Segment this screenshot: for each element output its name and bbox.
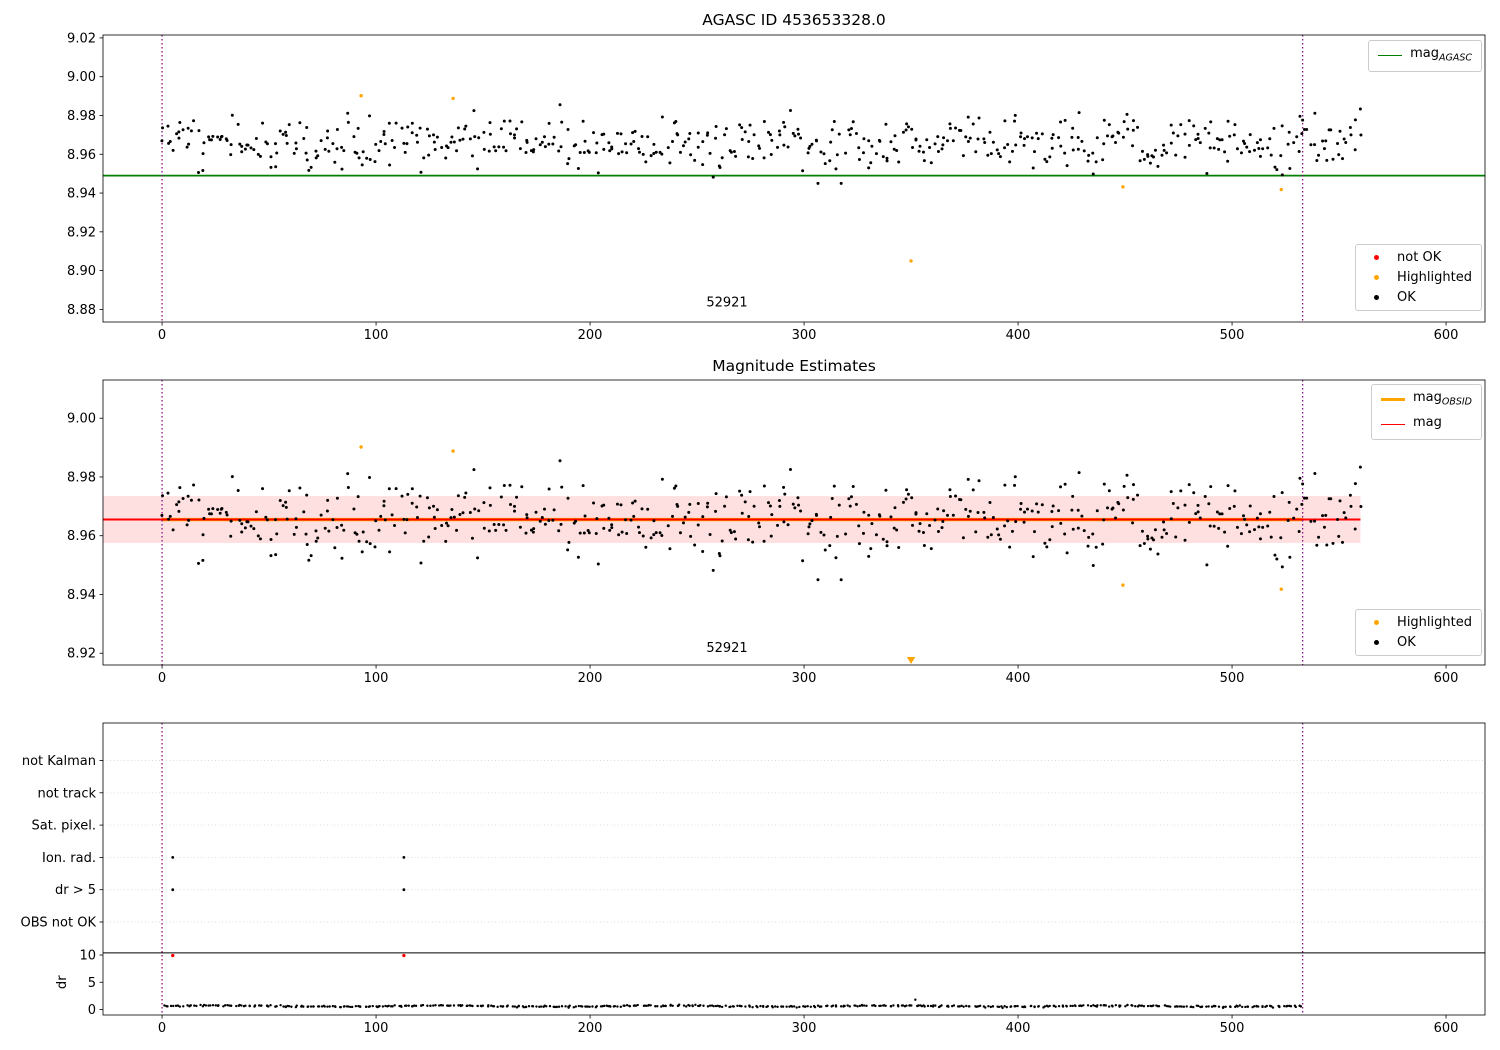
plot2-axes: 0 100 200 300 400 500 600 8.92 8.94 8.96 8.98 9.00 bbox=[67, 379, 1486, 686]
legend-row-ok-2: OK bbox=[1365, 635, 1472, 650]
legend-row-highlighted-2: Highlighted bbox=[1365, 615, 1472, 630]
legend-row-ok: OK bbox=[1365, 290, 1472, 305]
plot1-axes: 0 100 200 300 400 500 600 8.88 8.90 8.92 8.94 8.96 8… bbox=[67, 31, 1486, 343]
plot2-highlighted-points bbox=[359, 445, 1283, 591]
svg-text:500: 500 bbox=[1220, 1021, 1245, 1036]
svg-text:300: 300 bbox=[792, 671, 817, 686]
svg-text:8.98: 8.98 bbox=[67, 109, 96, 124]
legend-row-mag-agasc: magAGASC bbox=[1378, 46, 1472, 66]
svg-text:not Kalman: not Kalman bbox=[22, 754, 96, 769]
mag-line-swatch bbox=[1380, 423, 1405, 425]
svg-text:500: 500 bbox=[1220, 328, 1245, 343]
svg-text:200: 200 bbox=[578, 671, 603, 686]
svg-text:10: 10 bbox=[79, 949, 96, 964]
svg-text:Sat. pixel.: Sat. pixel. bbox=[32, 819, 96, 834]
svg-text:9.00: 9.00 bbox=[67, 412, 96, 427]
svg-text:52921: 52921 bbox=[706, 295, 747, 310]
svg-text:600: 600 bbox=[1434, 671, 1459, 686]
svg-text:9.02: 9.02 bbox=[67, 31, 96, 46]
plot3-dr-points bbox=[163, 998, 1303, 1010]
svg-text:not track: not track bbox=[37, 786, 96, 801]
svg-text:500: 500 bbox=[1220, 671, 1245, 686]
svg-text:8.94: 8.94 bbox=[67, 187, 96, 202]
svg-text:600: 600 bbox=[1434, 328, 1459, 343]
highlighted-marker-swatch-2 bbox=[1374, 620, 1380, 625]
svg-text:0: 0 bbox=[158, 671, 166, 686]
obsid-line-swatch bbox=[1380, 398, 1405, 402]
svg-text:400: 400 bbox=[1006, 1021, 1031, 1036]
plot2-marker-legend: Highlighted OK bbox=[1355, 609, 1482, 656]
legend-row-not-ok: not OK bbox=[1365, 250, 1472, 265]
ok-marker-swatch-2 bbox=[1374, 640, 1380, 645]
legend-row-mag-obsid: magOBSID bbox=[1380, 390, 1472, 410]
svg-text:8.90: 8.90 bbox=[67, 264, 96, 279]
svg-text:8.88: 8.88 bbox=[67, 303, 96, 318]
plot1-content: 52921 bbox=[103, 35, 1485, 322]
plot2-line-legend: magOBSID mag bbox=[1370, 384, 1482, 441]
legend-label-ok-2: OK bbox=[1397, 635, 1416, 650]
plot1-marker-legend: not OK Highlighted OK bbox=[1355, 244, 1482, 311]
plot3-not-ok-points bbox=[171, 953, 406, 958]
legend-row-highlighted: Highlighted bbox=[1365, 270, 1472, 285]
legend-label-not-ok: not OK bbox=[1397, 250, 1442, 265]
svg-text:8.92: 8.92 bbox=[67, 647, 96, 662]
agasc-line-swatch bbox=[1378, 55, 1403, 57]
svg-text:200: 200 bbox=[578, 328, 603, 343]
svg-text:400: 400 bbox=[1006, 328, 1031, 343]
svg-text:8.98: 8.98 bbox=[67, 470, 96, 485]
plot1-title: AGASC ID 453653328.0 bbox=[702, 11, 886, 29]
svg-text:100: 100 bbox=[364, 328, 389, 343]
svg-text:300: 300 bbox=[792, 328, 817, 343]
svg-text:8.96: 8.96 bbox=[67, 529, 96, 544]
svg-text:600: 600 bbox=[1434, 1021, 1459, 1036]
svg-text:dr: dr bbox=[55, 975, 70, 989]
svg-text:100: 100 bbox=[364, 1021, 389, 1036]
svg-text:100: 100 bbox=[364, 671, 389, 686]
svg-text:OBS not OK: OBS not OK bbox=[21, 916, 97, 931]
plot3-flag-points bbox=[171, 856, 406, 892]
legend-label-highlighted: Highlighted bbox=[1397, 270, 1472, 285]
svg-text:dr > 5: dr > 5 bbox=[55, 883, 96, 898]
svg-text:300: 300 bbox=[792, 1021, 817, 1036]
legend-row-mag: mag bbox=[1380, 414, 1472, 435]
plot2-content: 52921 bbox=[103, 380, 1361, 665]
svg-text:0: 0 bbox=[88, 1003, 96, 1018]
legend-label-mag-agasc: magAGASC bbox=[1410, 46, 1472, 64]
svg-text:Ion. rad.: Ion. rad. bbox=[42, 851, 96, 866]
ok-marker-swatch bbox=[1374, 295, 1380, 300]
plot3-content bbox=[103, 723, 1485, 1015]
svg-text:400: 400 bbox=[1006, 671, 1031, 686]
legend-label-highlighted-2: Highlighted bbox=[1397, 615, 1472, 630]
svg-text:8.94: 8.94 bbox=[67, 588, 96, 603]
legend-label-mag: mag bbox=[1412, 414, 1442, 430]
svg-text:8.96: 8.96 bbox=[67, 148, 96, 163]
svg-text:8.92: 8.92 bbox=[67, 225, 96, 240]
plot1-line-legend: magAGASC bbox=[1368, 40, 1482, 72]
legend-label-mag-obsid: magOBSID bbox=[1412, 390, 1472, 408]
plot2-title: Magnitude Estimates bbox=[712, 357, 876, 375]
svg-text:200: 200 bbox=[578, 1021, 603, 1036]
svg-text:52921: 52921 bbox=[706, 641, 747, 656]
svg-text:0: 0 bbox=[158, 328, 166, 343]
svg-text:0: 0 bbox=[158, 1021, 166, 1036]
plot1-ok-points bbox=[160, 103, 1363, 185]
plot3-grid bbox=[103, 760, 1485, 923]
highlighted-marker-swatch bbox=[1374, 275, 1380, 280]
svg-text:5: 5 bbox=[88, 976, 96, 991]
not-ok-marker-swatch bbox=[1374, 255, 1380, 260]
plot1-highlighted-points bbox=[359, 93, 1283, 263]
svg-text:9.00: 9.00 bbox=[67, 70, 96, 85]
legend-label-ok: OK bbox=[1397, 290, 1416, 305]
plot2-ok-points bbox=[160, 459, 1363, 582]
